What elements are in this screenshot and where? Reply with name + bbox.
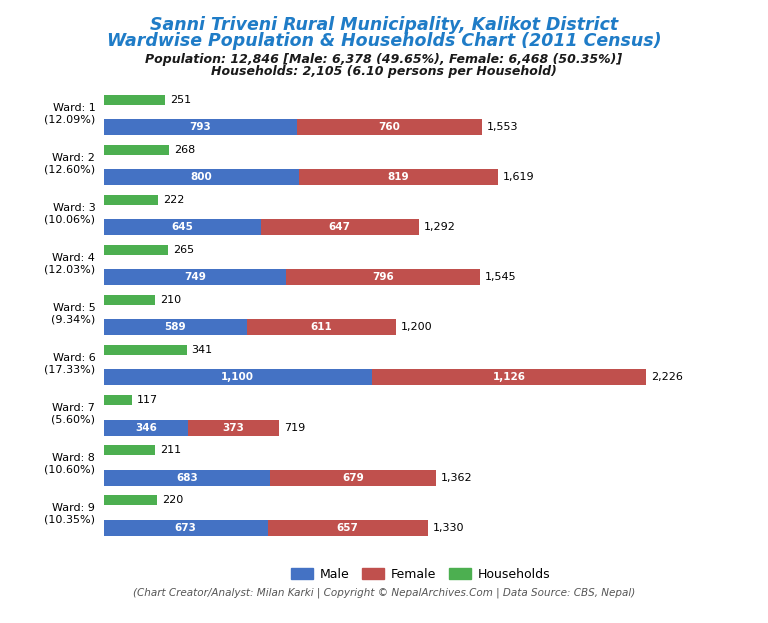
Text: 268: 268: [174, 145, 195, 155]
Text: 251: 251: [170, 95, 190, 105]
Bar: [268, 520, 428, 536]
Text: Households: 2,105 (6.10 persons per Household): Households: 2,105 (6.10 persons per Hous…: [211, 65, 557, 78]
Bar: [104, 219, 261, 235]
Bar: [188, 419, 279, 435]
Bar: [104, 495, 157, 505]
Text: 341: 341: [192, 345, 213, 355]
Bar: [104, 320, 247, 335]
Bar: [104, 295, 155, 305]
Bar: [104, 119, 297, 135]
Text: Population: 12,846 [Male: 6,378 (49.65%), Female: 6,468 (50.35%)]: Population: 12,846 [Male: 6,378 (49.65%)…: [145, 53, 623, 66]
Bar: [270, 470, 435, 485]
Bar: [104, 145, 169, 155]
Bar: [286, 269, 480, 285]
Text: 1,619: 1,619: [503, 173, 535, 183]
Text: 679: 679: [342, 473, 364, 483]
Bar: [261, 219, 419, 235]
Bar: [372, 369, 646, 386]
Text: Sanni Triveni Rural Municipality, Kalikot District: Sanni Triveni Rural Municipality, Kaliko…: [150, 16, 618, 34]
Text: 683: 683: [176, 473, 198, 483]
Text: 222: 222: [163, 195, 184, 205]
Text: 265: 265: [173, 245, 194, 255]
Text: 719: 719: [283, 422, 305, 432]
Bar: [104, 345, 187, 355]
Bar: [247, 320, 396, 335]
Text: 793: 793: [190, 122, 211, 132]
Bar: [104, 369, 372, 386]
Text: 211: 211: [160, 445, 181, 455]
Text: 1,292: 1,292: [423, 222, 455, 232]
Text: 1,330: 1,330: [432, 523, 464, 533]
Text: 2,226: 2,226: [651, 373, 683, 383]
Text: 796: 796: [372, 272, 394, 282]
Text: Wardwise Population & Households Chart (2011 Census): Wardwise Population & Households Chart (…: [107, 32, 661, 50]
Text: 657: 657: [337, 523, 359, 533]
Text: 210: 210: [160, 295, 180, 305]
Bar: [104, 269, 286, 285]
Bar: [104, 445, 155, 455]
Bar: [104, 245, 168, 255]
Legend: Male, Female, Households: Male, Female, Households: [286, 563, 555, 586]
Text: 819: 819: [388, 173, 409, 183]
Bar: [104, 520, 268, 536]
Text: (Chart Creator/Analyst: Milan Karki | Copyright © NepalArchives.Com | Data Sourc: (Chart Creator/Analyst: Milan Karki | Co…: [133, 588, 635, 598]
Text: 1,553: 1,553: [487, 122, 518, 132]
Text: 645: 645: [171, 222, 194, 232]
Bar: [299, 169, 498, 185]
Text: 117: 117: [137, 395, 158, 405]
Text: 611: 611: [311, 323, 333, 333]
Bar: [297, 119, 482, 135]
Text: 220: 220: [162, 495, 184, 505]
Text: 1,100: 1,100: [221, 373, 254, 383]
Text: 673: 673: [175, 523, 197, 533]
Text: 800: 800: [190, 173, 212, 183]
Bar: [104, 419, 188, 435]
Text: 589: 589: [164, 323, 187, 333]
Bar: [104, 395, 132, 405]
Text: 749: 749: [184, 272, 206, 282]
Text: 346: 346: [135, 422, 157, 432]
Text: 647: 647: [329, 222, 351, 232]
Bar: [104, 195, 157, 205]
Bar: [104, 470, 270, 485]
Text: 1,362: 1,362: [441, 473, 472, 483]
Bar: [104, 169, 299, 185]
Text: 373: 373: [223, 422, 244, 432]
Text: 1,545: 1,545: [485, 272, 517, 282]
Text: 1,126: 1,126: [492, 373, 525, 383]
Bar: [104, 95, 165, 105]
Text: 1,200: 1,200: [401, 323, 432, 333]
Text: 760: 760: [379, 122, 400, 132]
